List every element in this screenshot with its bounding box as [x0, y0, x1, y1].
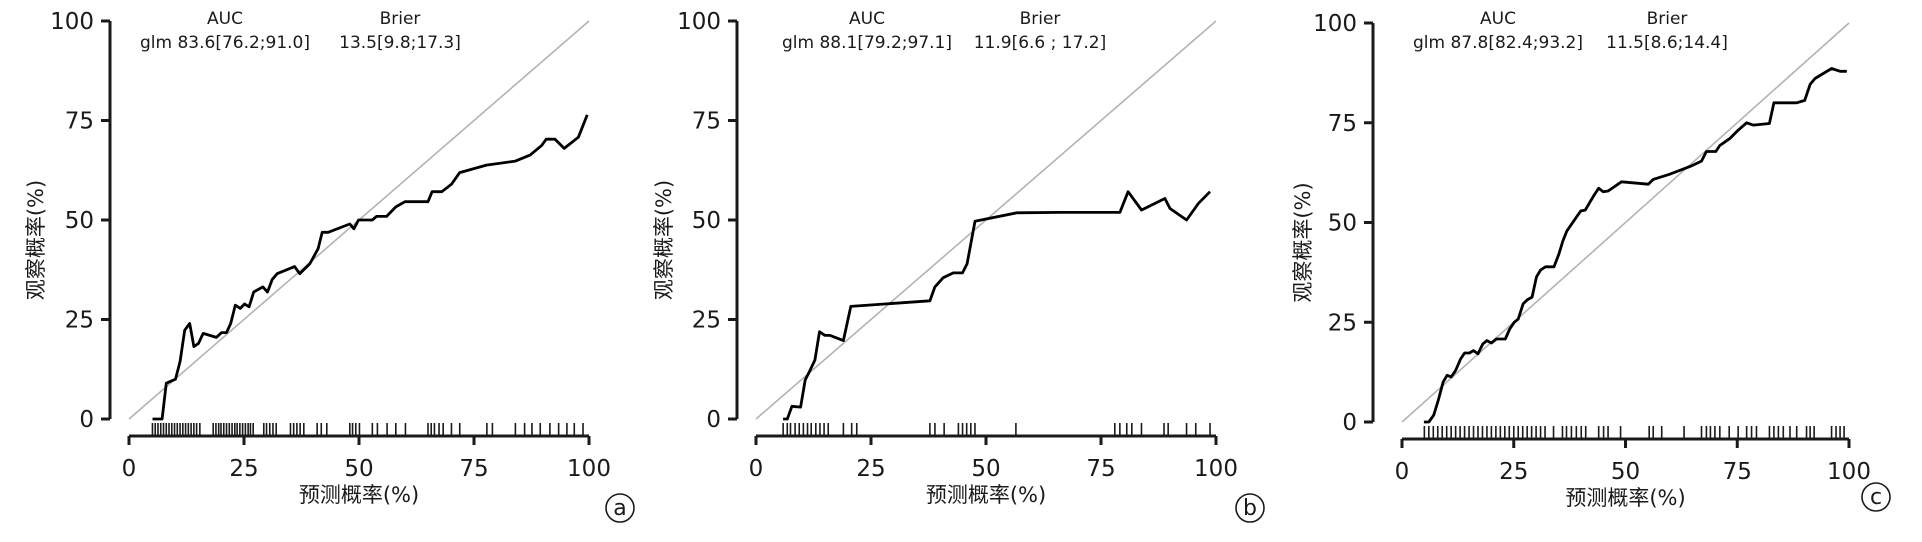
- brier-header: Brier: [1020, 9, 1061, 29]
- x-tick-label: 100: [567, 456, 611, 482]
- y-tick-label: 0: [1342, 410, 1357, 436]
- auc-header: AUC: [1480, 9, 1516, 29]
- y-tick-label: 50: [65, 208, 94, 234]
- calibration-curve: [1423, 67, 1847, 424]
- panel-tag-label: b: [1243, 496, 1257, 521]
- x-tick-label: 50: [971, 456, 1000, 482]
- brier-value: 11.9[6.6 ; 17.2]: [974, 33, 1107, 53]
- panel-tag-label: c: [1870, 485, 1882, 510]
- x-tick-label: 75: [459, 456, 488, 482]
- y-tick-label: 25: [692, 308, 721, 334]
- y-tick-label: 100: [677, 9, 721, 35]
- x-tick-label: 25: [229, 456, 258, 482]
- y-tick-label: 100: [50, 9, 94, 35]
- x-tick-label: 50: [1611, 459, 1640, 485]
- x-tick-label: 50: [344, 456, 373, 482]
- y-tick-label: 25: [65, 308, 94, 334]
- y-tick-label: 50: [692, 208, 721, 234]
- panel-tag-circle: [1235, 493, 1265, 523]
- y-tick-label: 25: [1328, 310, 1357, 336]
- calibration-curve: [152, 114, 589, 421]
- brier-value: 13.5[9.8;17.3]: [339, 33, 461, 53]
- brier-value: 11.5[8.6;14.4]: [1606, 33, 1728, 53]
- panel-c: 0 25 50 75 100 0 25 50 75 100 预测概率(%) 观察概率(%) AUC glm…: [1291, 9, 1891, 512]
- y-tick-label: 0: [706, 407, 721, 433]
- y-axis-title: 观察概率(%): [652, 180, 676, 300]
- auc-value: glm 83.6[76.2;91.0]: [140, 33, 310, 53]
- y-tick-label: 75: [65, 109, 94, 135]
- x-tick-label: 100: [1827, 459, 1871, 485]
- y-tick-label: 0: [79, 407, 94, 433]
- auc-header: AUC: [207, 9, 243, 29]
- auc-header: AUC: [849, 9, 885, 29]
- x-tick-label: 75: [1723, 459, 1752, 485]
- brier-header: Brier: [380, 9, 421, 29]
- panel-tag-label: a: [613, 496, 626, 521]
- x-axis-title: 预测概率(%): [299, 483, 419, 507]
- panel-tag-circle: [1861, 482, 1891, 512]
- x-tick-label: 0: [122, 456, 137, 482]
- y-tick-label: 75: [692, 109, 721, 135]
- x-tick-label: 0: [1395, 459, 1410, 485]
- brier-header: Brier: [1647, 9, 1688, 29]
- x-tick-label: 100: [1194, 456, 1238, 482]
- auc-value: glm 88.1[79.2;97.1]: [782, 33, 952, 53]
- y-axis-title: 观察概率(%): [24, 180, 48, 300]
- panel-a: 0 25 50 75 100 0 25 50 75 100 预测概率(%) 观察概率(%) AUC glm…: [24, 9, 635, 523]
- y-tick-label: 50: [1328, 211, 1357, 237]
- y-tick-label: 100: [1313, 11, 1357, 37]
- reference-diagonal-line: [1401, 22, 1850, 423]
- panel-b: 0 25 50 75 100 0 25 50 75 100 预测概率(%) 观察概率(%) AUC glm…: [652, 9, 1265, 523]
- x-tick-label: 25: [1499, 459, 1528, 485]
- panel-tag-circle: [605, 493, 635, 523]
- x-axis-title: 预测概率(%): [926, 483, 1046, 507]
- x-tick-label: 0: [749, 456, 764, 482]
- y-axis-title: 观察概率(%): [1291, 182, 1315, 302]
- calibration-curve: [783, 190, 1211, 421]
- x-tick-label: 25: [856, 456, 885, 482]
- x-tick-label: 75: [1086, 456, 1115, 482]
- x-axis-title: 预测概率(%): [1565, 486, 1685, 510]
- y-tick-label: 75: [1328, 111, 1357, 137]
- auc-value: glm 87.8[82.4;93.2]: [1413, 33, 1583, 53]
